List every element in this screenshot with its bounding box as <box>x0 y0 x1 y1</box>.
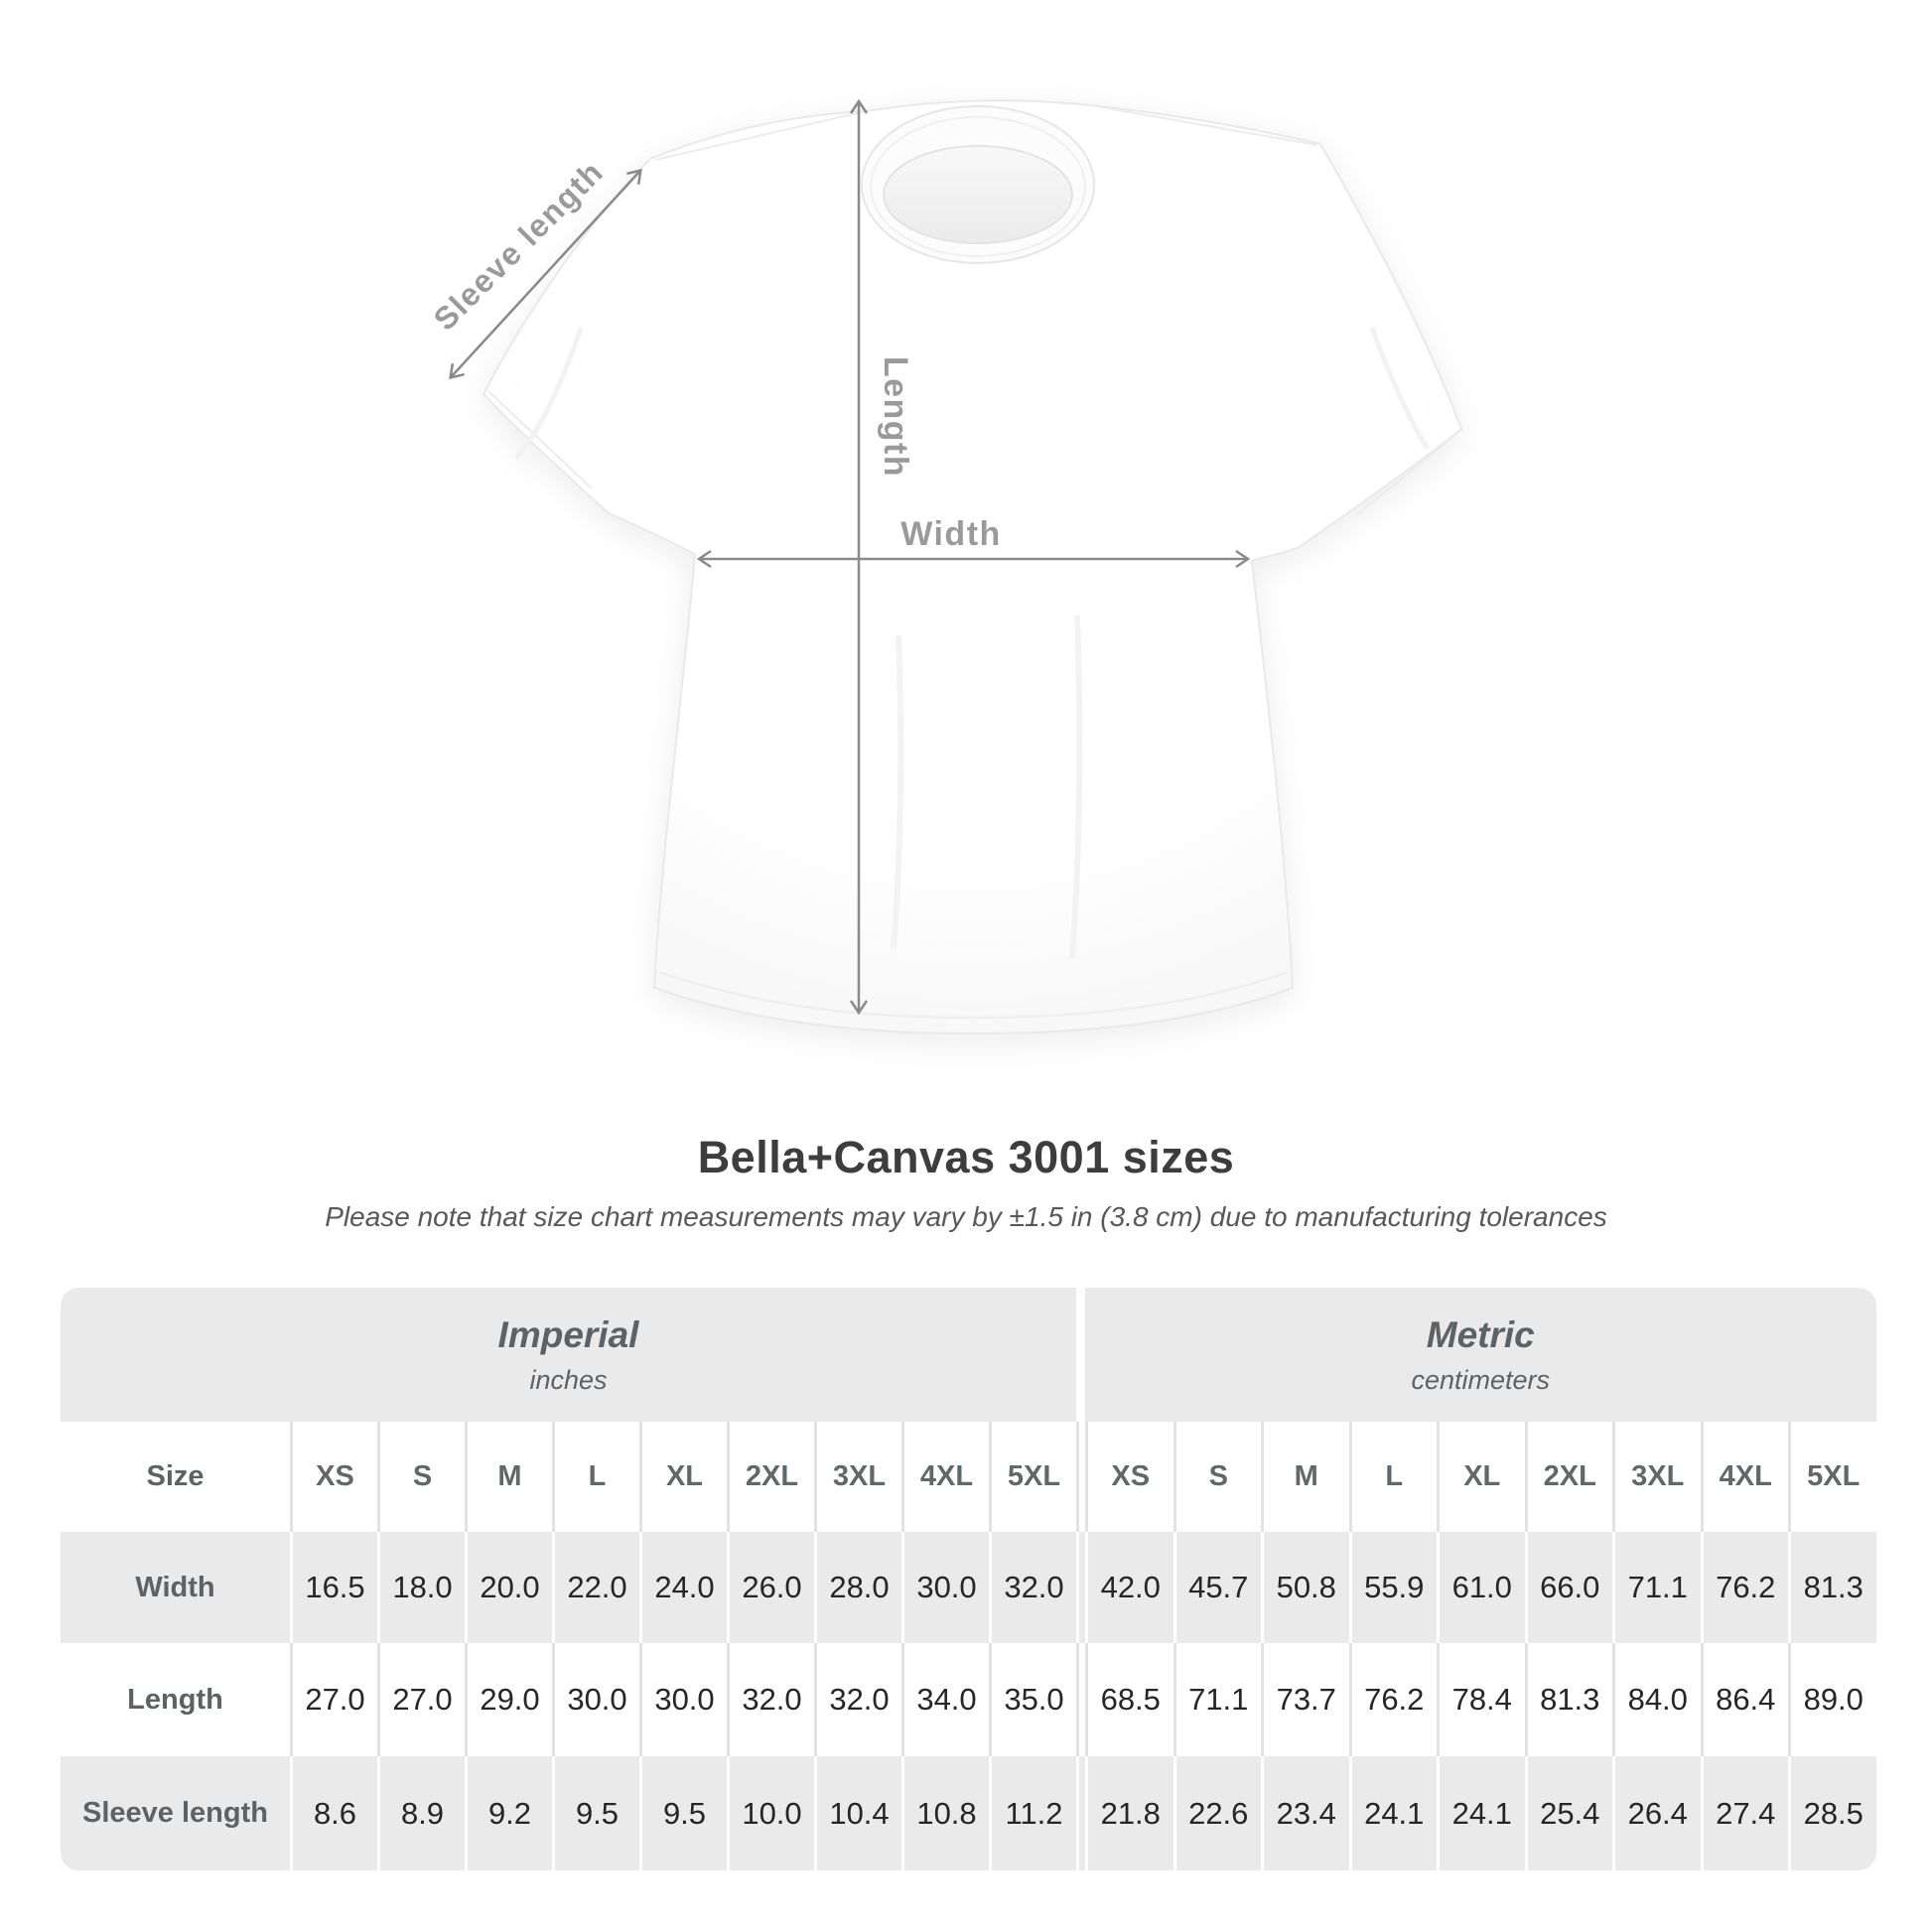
value-cell: 26.0 <box>727 1532 814 1643</box>
sleeve-length-arrow <box>449 168 642 380</box>
value-cell: 24.1 <box>1348 1756 1437 1870</box>
value-cell: 78.4 <box>1437 1643 1525 1756</box>
size-header: 2XL <box>727 1422 814 1532</box>
row-label: Width <box>61 1532 290 1643</box>
value-cell: 29.0 <box>465 1643 552 1756</box>
size-header: S <box>377 1422 465 1532</box>
size-header: 5XL <box>1788 1422 1876 1532</box>
value-cell: 8.9 <box>377 1756 465 1870</box>
size-column-header: Size <box>61 1422 290 1532</box>
size-header: L <box>1348 1422 1437 1532</box>
value-cell: 86.4 <box>1700 1643 1788 1756</box>
size-header: XS <box>290 1422 377 1532</box>
value-cell: 71.1 <box>1612 1532 1701 1643</box>
value-cell: 21.8 <box>1085 1756 1173 1870</box>
size-header: XS <box>1085 1422 1173 1532</box>
value-cell: 22.6 <box>1173 1756 1261 1870</box>
size-header: M <box>1261 1422 1349 1532</box>
value-cell: 9.2 <box>465 1756 552 1870</box>
value-cell: 11.2 <box>989 1756 1076 1870</box>
section-gap <box>1076 1532 1085 1643</box>
size-header: 5XL <box>989 1422 1076 1532</box>
value-cell: 27.0 <box>290 1643 377 1756</box>
value-cell: 32.0 <box>814 1643 901 1756</box>
size-header: 2XL <box>1524 1422 1612 1532</box>
value-cell: 30.0 <box>552 1643 639 1756</box>
value-cell: 27.0 <box>377 1643 465 1756</box>
size-header: XL <box>639 1422 727 1532</box>
imperial-band: Imperial inches <box>61 1288 1076 1422</box>
metric-band-subtitle: centimeters <box>1411 1364 1551 1395</box>
value-cell: 61.0 <box>1437 1532 1525 1643</box>
value-cell: 73.7 <box>1261 1643 1349 1756</box>
value-cell: 42.0 <box>1085 1532 1173 1643</box>
value-cell: 28.5 <box>1788 1756 1876 1870</box>
imperial-band-title: Imperial <box>497 1313 639 1355</box>
value-cell: 25.4 <box>1524 1756 1612 1870</box>
value-cell: 9.5 <box>639 1756 727 1870</box>
tshirt-illustration <box>482 99 1463 1035</box>
value-cell: 84.0 <box>1612 1643 1701 1756</box>
section-gap <box>1076 1422 1085 1532</box>
section-gap <box>1076 1756 1085 1870</box>
value-cell: 24.0 <box>639 1532 727 1643</box>
value-cell: 34.0 <box>901 1643 989 1756</box>
value-cell: 22.0 <box>552 1532 639 1643</box>
value-cell: 35.0 <box>989 1643 1076 1756</box>
size-header: 3XL <box>814 1422 901 1532</box>
page-subtitle: Please note that size chart measurements… <box>325 1201 1607 1232</box>
size-header: S <box>1173 1422 1261 1532</box>
value-cell: 55.9 <box>1348 1532 1437 1643</box>
value-cell: 32.0 <box>727 1643 814 1756</box>
value-cell: 30.0 <box>639 1643 727 1756</box>
value-cell: 81.3 <box>1788 1532 1876 1643</box>
row-label: Length <box>61 1643 290 1756</box>
value-cell: 28.0 <box>814 1532 901 1643</box>
tshirt-diagram: Length Width Sleeve length <box>427 98 1463 1035</box>
value-cell: 10.8 <box>901 1756 989 1870</box>
value-cell: 71.1 <box>1173 1643 1261 1756</box>
size-header: 4XL <box>1700 1422 1788 1532</box>
value-cell: 89.0 <box>1788 1643 1876 1756</box>
section-gap <box>1076 1288 1085 1422</box>
value-cell: 9.5 <box>552 1756 639 1870</box>
value-cell: 50.8 <box>1261 1532 1349 1643</box>
value-cell: 20.0 <box>465 1532 552 1643</box>
value-cell: 76.2 <box>1348 1643 1437 1756</box>
size-header: XL <box>1437 1422 1525 1532</box>
value-cell: 32.0 <box>989 1532 1076 1643</box>
metric-band-title: Metric <box>1426 1313 1535 1355</box>
section-gap <box>1076 1643 1085 1756</box>
width-label: Width <box>900 515 1002 553</box>
value-cell: 26.4 <box>1612 1756 1701 1870</box>
value-cell: 10.4 <box>814 1756 901 1870</box>
value-cell: 45.7 <box>1173 1532 1261 1643</box>
size-header: 4XL <box>901 1422 989 1532</box>
value-cell: 81.3 <box>1524 1643 1612 1756</box>
value-cell: 10.0 <box>727 1756 814 1870</box>
page-title: Bella+Canvas 3001 sizes <box>697 1132 1235 1182</box>
size-header: 3XL <box>1612 1422 1701 1532</box>
value-cell: 18.0 <box>377 1532 465 1643</box>
size-header: M <box>465 1422 552 1532</box>
value-cell: 16.5 <box>290 1532 377 1643</box>
value-cell: 68.5 <box>1085 1643 1173 1756</box>
row-label: Sleeve length <box>61 1756 290 1870</box>
value-cell: 24.1 <box>1437 1756 1525 1870</box>
metric-band: Metric centimeters <box>1085 1288 1876 1422</box>
value-cell: 8.6 <box>290 1756 377 1870</box>
value-cell: 23.4 <box>1261 1756 1349 1870</box>
size-header: L <box>552 1422 639 1532</box>
size-table: Imperial inches Metric centimeters Size XS S M L… <box>61 1288 1876 1870</box>
length-label: Length <box>877 356 914 478</box>
value-cell: 27.4 <box>1700 1756 1788 1870</box>
imperial-band-subtitle: inches <box>529 1364 608 1395</box>
value-cell: 30.0 <box>901 1532 989 1643</box>
value-cell: 76.2 <box>1700 1532 1788 1643</box>
collar-inner <box>883 145 1073 244</box>
value-cell: 66.0 <box>1524 1532 1612 1643</box>
